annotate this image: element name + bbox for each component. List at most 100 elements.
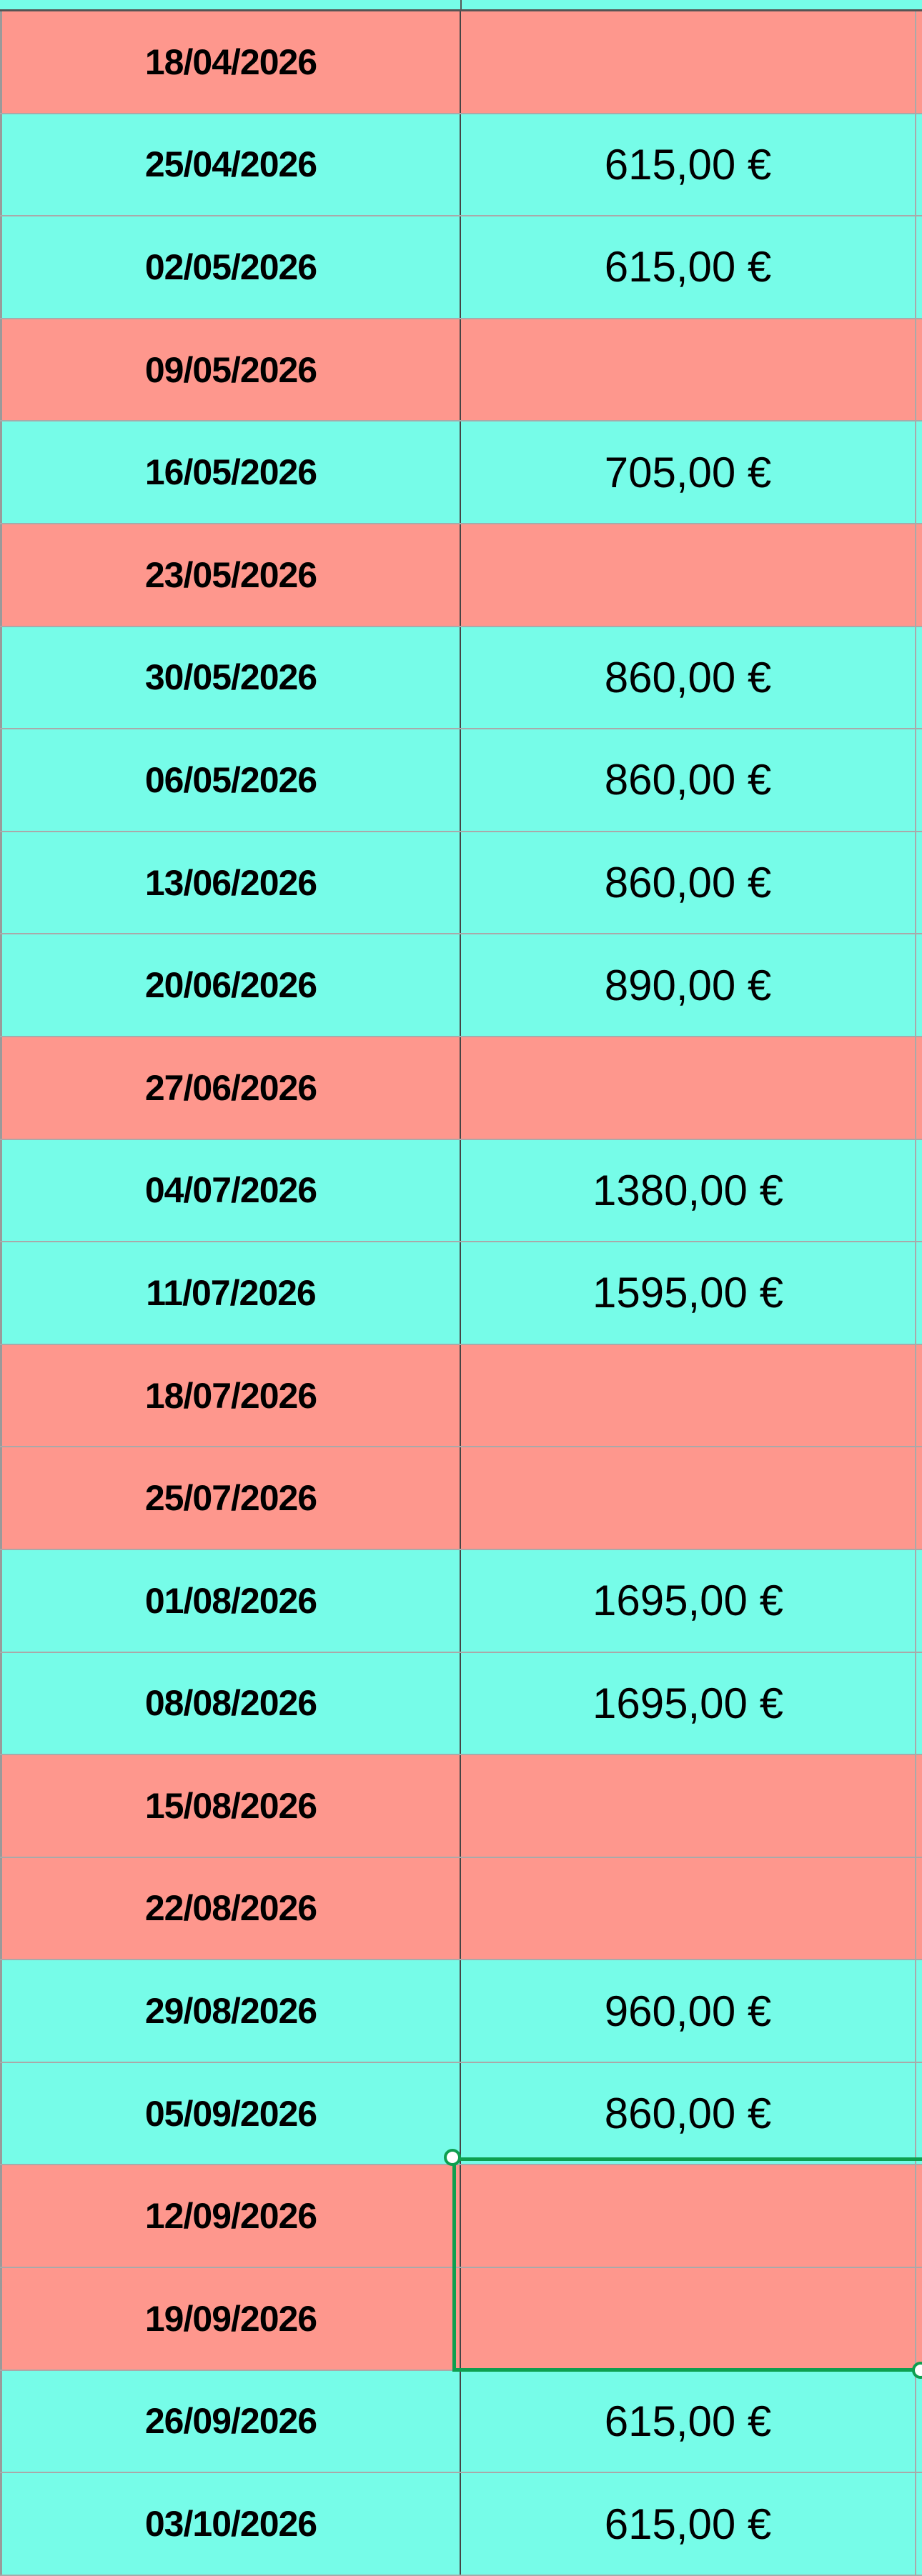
next-column-cell[interactable]: [916, 1447, 922, 1549]
next-column-cell[interactable]: [916, 832, 922, 934]
amount-cell[interactable]: [461, 1344, 916, 1447]
amount-cell[interactable]: 1380,00 €: [461, 1139, 916, 1242]
amount-cell[interactable]: [461, 2165, 916, 2267]
date-cell[interactable]: 25/07/2026: [0, 1447, 461, 1549]
next-column-cell[interactable]: [916, 2268, 922, 2370]
date-cell[interactable]: 19/09/2026: [0, 2268, 461, 2370]
date-cell[interactable]: 20/06/2026: [0, 934, 461, 1036]
next-column-cell[interactable]: [916, 1858, 922, 1960]
table-row: 18/07/2026: [0, 1344, 922, 1448]
date-cell[interactable]: 12/09/2026: [0, 2165, 461, 2267]
date-cell[interactable]: 23/05/2026: [0, 524, 461, 626]
table-row: 22/08/2026: [0, 1857, 922, 1961]
amount-cell[interactable]: 890,00 €: [461, 934, 916, 1036]
next-column-cell[interactable]: [916, 2063, 922, 2165]
next-column-cell[interactable]: [916, 2165, 922, 2267]
table-row: 11/07/2026 1595,00 €: [0, 1242, 922, 1345]
table-row: 01/08/2026 1695,00 €: [0, 1549, 922, 1653]
next-column-cell[interactable]: [916, 2371, 922, 2472]
next-column-cell[interactable]: [916, 319, 922, 421]
next-column-cell[interactable]: [916, 1653, 922, 1754]
date-cell[interactable]: 11/07/2026: [0, 1242, 461, 1344]
next-column-cell[interactable]: [916, 1550, 922, 1652]
amount-cell[interactable]: [461, 11, 916, 113]
amount-cell[interactable]: 860,00 €: [461, 626, 916, 729]
date-cell[interactable]: 18/07/2026: [0, 1344, 461, 1447]
date-cell[interactable]: 02/05/2026: [0, 216, 461, 318]
next-column-cell[interactable]: [916, 1140, 922, 1242]
next-column-cell[interactable]: [916, 1960, 922, 2062]
amount-cell[interactable]: 860,00 €: [461, 2062, 916, 2165]
amount-cell[interactable]: [461, 2268, 916, 2370]
previous-row-strip: [0, 0, 922, 11]
amount-cell[interactable]: [461, 524, 916, 626]
amount-cell[interactable]: 1595,00 €: [461, 1242, 916, 1344]
date-cell[interactable]: 06/05/2026: [0, 729, 461, 831]
date-cell[interactable]: 27/06/2026: [0, 1037, 461, 1139]
table-row: 09/05/2026: [0, 319, 922, 422]
amount-cell[interactable]: 1695,00 €: [461, 1652, 916, 1754]
next-column-cell[interactable]: [916, 1037, 922, 1139]
amount-cell[interactable]: 1695,00 €: [461, 1549, 916, 1652]
amount-cell[interactable]: 615,00 €: [461, 2370, 916, 2472]
table-row: 23/05/2026: [0, 524, 922, 627]
table-row: 27/06/2026: [0, 1037, 922, 1140]
table-row: 26/09/2026 615,00 €: [0, 2370, 922, 2474]
next-column-cell[interactable]: [916, 216, 922, 318]
table-row: 18/04/2026: [0, 11, 922, 114]
table-row: 04/07/2026 1380,00 €: [0, 1139, 922, 1243]
date-cell[interactable]: 03/10/2026: [0, 2473, 461, 2575]
table-row: 12/09/2026: [0, 2165, 922, 2269]
next-column-cell[interactable]: [916, 1345, 922, 1447]
next-column-cell[interactable]: [916, 729, 922, 831]
table-row: 19/09/2026: [0, 2268, 922, 2371]
amount-cell[interactable]: [461, 1447, 916, 1549]
date-cell[interactable]: 15/08/2026: [0, 1755, 461, 1857]
next-column-cell[interactable]: [916, 1755, 922, 1857]
table-row: 05/09/2026 860,00 €: [0, 2062, 922, 2166]
date-cell[interactable]: 26/09/2026: [0, 2370, 461, 2472]
next-column-cell[interactable]: [916, 934, 922, 1036]
date-cell[interactable]: 13/06/2026: [0, 832, 461, 934]
next-column-cell[interactable]: [916, 1242, 922, 1344]
date-cell[interactable]: 04/07/2026: [0, 1139, 461, 1242]
amount-cell[interactable]: 960,00 €: [461, 1960, 916, 2062]
date-cell[interactable]: 25/04/2026: [0, 114, 461, 216]
amount-cell[interactable]: [461, 1037, 916, 1139]
table-row: 16/05/2026 705,00 €: [0, 421, 922, 524]
column-divider: [460, 0, 462, 9]
amount-cell[interactable]: 615,00 €: [461, 216, 916, 318]
next-column-cell[interactable]: [916, 524, 922, 626]
selection-handle-top-left[interactable]: [444, 2149, 461, 2166]
next-column-cell[interactable]: [916, 627, 922, 729]
date-cell[interactable]: 16/05/2026: [0, 421, 461, 523]
table-row: 06/05/2026 860,00 €: [0, 729, 922, 832]
table-row: 25/04/2026 615,00 €: [0, 114, 922, 217]
amount-cell[interactable]: 705,00 €: [461, 421, 916, 523]
date-cell[interactable]: 01/08/2026: [0, 1549, 461, 1652]
table-row: 20/06/2026 890,00 €: [0, 934, 922, 1037]
next-column-cell[interactable]: [916, 2473, 922, 2575]
date-cell[interactable]: 05/09/2026: [0, 2062, 461, 2165]
next-column-cell[interactable]: [916, 11, 922, 113]
amount-cell[interactable]: [461, 1755, 916, 1857]
table-row: 13/06/2026 860,00 €: [0, 832, 922, 935]
amount-cell[interactable]: 615,00 €: [461, 2473, 916, 2575]
date-cell[interactable]: 18/04/2026: [0, 11, 461, 113]
date-cell[interactable]: 30/05/2026: [0, 626, 461, 729]
next-column-cell[interactable]: [916, 421, 922, 523]
selection-handle-bottom-right[interactable]: [912, 2362, 922, 2379]
table-row: 29/08/2026 960,00 €: [0, 1960, 922, 2063]
amount-cell[interactable]: 860,00 €: [461, 832, 916, 934]
amount-cell[interactable]: 615,00 €: [461, 114, 916, 216]
date-cell[interactable]: 08/08/2026: [0, 1652, 461, 1754]
next-column-cell[interactable]: [916, 114, 922, 216]
table-row: 25/07/2026: [0, 1447, 922, 1550]
amount-cell[interactable]: 860,00 €: [461, 729, 916, 831]
date-cell[interactable]: 29/08/2026: [0, 1960, 461, 2062]
amount-cell[interactable]: [461, 1857, 916, 1960]
amount-cell[interactable]: [461, 319, 916, 421]
table-row: 02/05/2026 615,00 €: [0, 216, 922, 319]
date-cell[interactable]: 22/08/2026: [0, 1857, 461, 1960]
date-cell[interactable]: 09/05/2026: [0, 319, 461, 421]
